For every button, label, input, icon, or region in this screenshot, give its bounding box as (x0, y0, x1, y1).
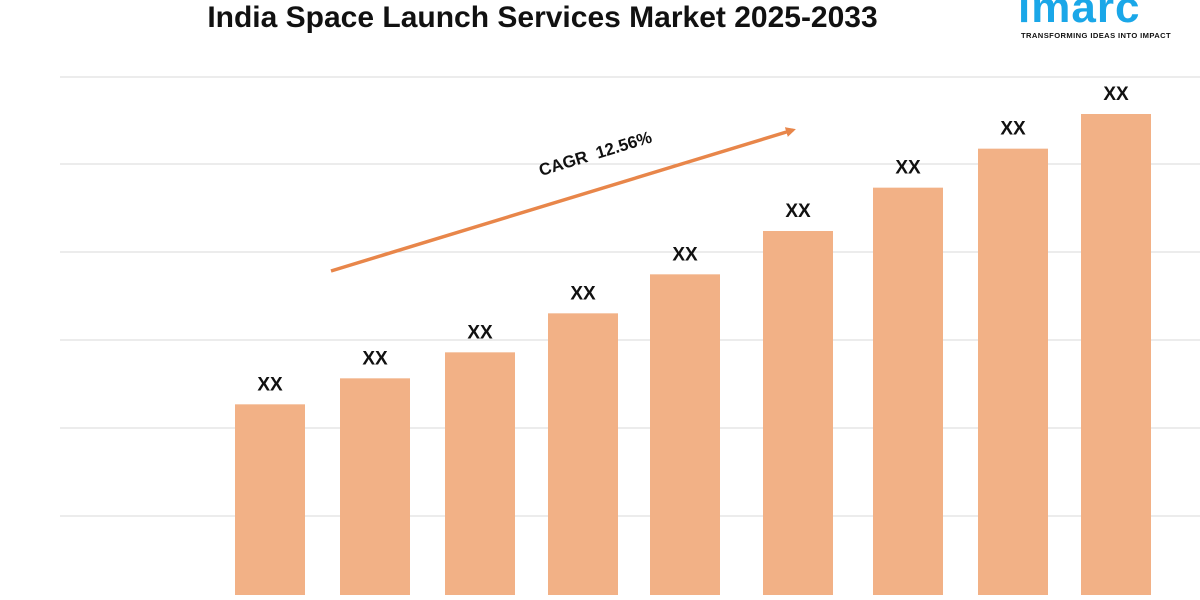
chart-title: India Space Launch Services Market 2025-… (207, 1, 878, 34)
cagr-label: CAGR 12.56% (537, 128, 655, 180)
cagr-annotation: CAGR 12.56% (330, 127, 796, 273)
bar (340, 378, 410, 595)
cagr-arrow (330, 127, 796, 273)
data-label: XX (570, 283, 596, 304)
bar-series (235, 114, 1151, 595)
bar (445, 352, 515, 595)
data-label: XX (362, 348, 388, 369)
data-label: XX (895, 158, 921, 179)
imarc-logo: imarc TRANSFORMING IDEAS INTO IMPACT (1018, 0, 1180, 44)
bar (1081, 114, 1151, 595)
data-label: XX (785, 201, 811, 222)
bar (548, 313, 618, 595)
data-label: XX (257, 374, 283, 395)
bar (978, 148, 1048, 595)
logo-tagline: TRANSFORMING IDEAS INTO IMPACT (1021, 31, 1172, 40)
data-label: XX (467, 322, 493, 343)
bar (873, 187, 943, 595)
bar (235, 404, 305, 595)
data-label: XX (1000, 119, 1026, 140)
logo-wordmark: imarc (1018, 0, 1141, 32)
data-label: XX (672, 244, 698, 265)
data-label: XX (1103, 84, 1129, 105)
bar (650, 274, 720, 595)
bar (763, 231, 833, 595)
data-labels: XX XX XX XX XX XX XX XX XX (257, 84, 1129, 395)
